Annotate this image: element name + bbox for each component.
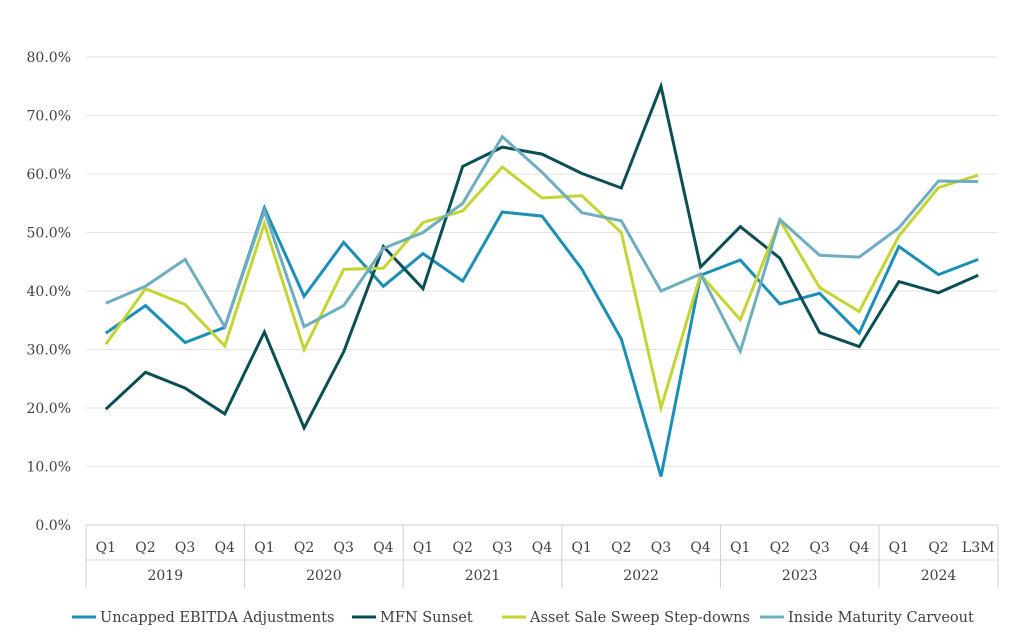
x-tick-label: Q3 (809, 540, 829, 556)
x-tick-label: Q1 (96, 540, 116, 556)
x-tick-label: Q4 (373, 540, 393, 556)
x-tick-label: Q2 (770, 540, 790, 556)
legend-label: MFN Sunset (380, 610, 473, 626)
legend-item: MFN Sunset (352, 610, 473, 626)
x-tick-label: Q1 (571, 540, 591, 556)
legend-label: Asset Sale Sweep Step-downs (529, 610, 750, 626)
y-tick-label: 60.0% (27, 167, 71, 183)
x-tick-label: Q4 (690, 540, 710, 556)
series-line-4 (105, 134, 979, 356)
x-tick-label: Q2 (611, 540, 631, 556)
legend-label: Uncapped EBITDA Adjustments (100, 610, 335, 626)
x-group-label: 2023 (782, 568, 818, 584)
x-group-label: 2019 (147, 568, 183, 584)
y-tick-label: 20.0% (27, 401, 71, 417)
legend-label: Inside Maturity Carveout (788, 610, 974, 626)
x-tick-label: Q1 (413, 540, 433, 556)
x-tick-label: Q4 (849, 540, 869, 556)
x-tick-label: Q2 (453, 540, 473, 556)
x-tick-label: Q4 (532, 540, 552, 556)
x-group-label: 2024 (921, 568, 957, 584)
series-line-3 (104, 164, 979, 414)
x-tick-label: Q3 (334, 540, 354, 556)
x-group-label: 2022 (623, 568, 659, 584)
x-tick-label: Q3 (651, 540, 671, 556)
legend-item: Asset Sale Sweep Step-downs (502, 610, 750, 626)
x-tick-label: Q2 (135, 540, 155, 556)
x-tick-label: Q4 (215, 540, 235, 556)
legend-item: Inside Maturity Carveout (760, 610, 974, 626)
gridlines (86, 56, 998, 526)
x-tick-label: Q2 (928, 540, 948, 556)
x-tick-label: Q2 (294, 540, 314, 556)
x-group-label: 2020 (306, 568, 342, 584)
x-tick-label: Q1 (730, 540, 750, 556)
y-tick-label: 40.0% (27, 284, 71, 300)
x-tick-label: Q3 (492, 540, 512, 556)
series-lines (104, 81, 979, 477)
series-line-2 (104, 81, 979, 432)
legend-item: Uncapped EBITDA Adjustments (72, 610, 335, 626)
y-tick-label: 10.0% (27, 460, 71, 476)
legend: Uncapped EBITDA Adjustments MFN Sunset Ass… (72, 610, 974, 626)
y-tick-label: 30.0% (27, 343, 71, 359)
y-tick-label: 50.0% (27, 226, 71, 242)
x-tick-label: Q3 (175, 540, 195, 556)
x-tick-label: L3M (962, 540, 995, 556)
y-tick-label: 80.0% (27, 50, 71, 66)
y-tick-label: 0.0% (35, 518, 71, 534)
x-tick-label: Q1 (254, 540, 274, 556)
y-tick-label: 70.0% (27, 109, 71, 125)
x-axis: Q1 Q2 Q3 Q4 Q1 Q2 Q3 Q4 Q1 Q2 Q3 Q4 Q1 Q2 Q3 Q4 Q1 Q2 Q3 Q4… (85, 525, 999, 588)
x-group-label: 2021 (465, 568, 501, 584)
x-tick-label: Q1 (889, 540, 909, 556)
y-axis: 0.0% 10.0% 20.0% 30.0% 40.0% 50.0% 60.0% 70.0% 8… (27, 50, 71, 534)
